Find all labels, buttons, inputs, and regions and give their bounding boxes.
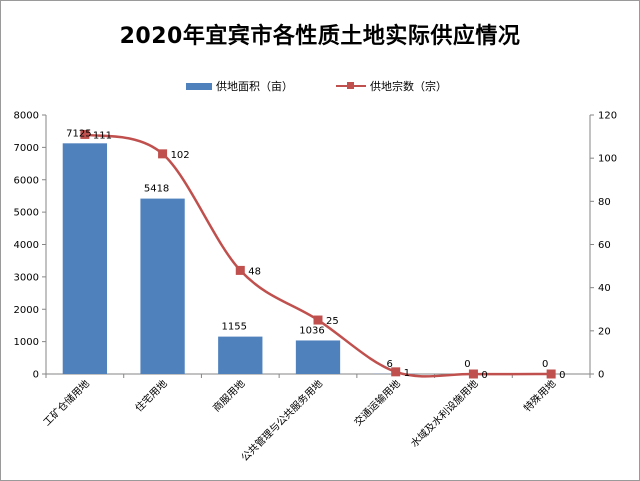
line-marker: [235, 265, 245, 275]
left-axis-tick-label: 1000: [14, 337, 39, 348]
left-axis-tick-label: 3000: [14, 272, 39, 283]
legend-line-swatch: [336, 81, 366, 91]
right-axis-tick-label: 120: [598, 111, 617, 122]
line-data-label: 0: [481, 370, 487, 381]
right-axis-tick-label: 80: [598, 197, 611, 208]
legend-line-label: 供地宗数（宗）: [370, 80, 447, 93]
line-marker: [313, 315, 323, 325]
right-axis-tick-label: 40: [598, 283, 611, 294]
legend-item-bar: 供地面积（亩）: [186, 78, 293, 94]
line-data-label: 1: [404, 368, 410, 379]
line-data-label: 0: [559, 370, 565, 381]
left-axis-tick-label: 0: [33, 370, 39, 381]
line-data-label: 102: [171, 150, 190, 161]
bar-data-label: 6: [387, 359, 393, 370]
bar-data-label: 7125: [66, 128, 91, 139]
bar-data-label: 1036: [299, 325, 324, 336]
category-label: 住宅用地: [132, 377, 169, 414]
right-axis-tick-label: 60: [598, 240, 611, 251]
bar-data-label: 5418: [144, 184, 169, 195]
line-marker: [468, 369, 478, 379]
category-label: 公共管理与公共服务用地: [238, 377, 325, 464]
bar: [140, 198, 185, 374]
line-marker: [158, 149, 168, 159]
left-axis-tick-label: 2000: [14, 305, 39, 316]
line-marker: [391, 367, 401, 377]
left-axis-tick-label: 4000: [14, 240, 39, 251]
category-label: 商服用地: [210, 377, 247, 414]
category-label: 水域及水利设施用地: [408, 377, 481, 450]
line-data-label: 48: [248, 266, 261, 277]
bar-data-label: 0: [464, 359, 470, 370]
right-axis-tick-label: 0: [598, 370, 604, 381]
chart-title: 2020年宜宾市各性质土地实际供应情况: [119, 24, 521, 49]
line-data-label: 111: [93, 130, 112, 141]
legend-bar-label: 供地面积（亩）: [216, 80, 293, 93]
legend-bar-swatch: [186, 82, 212, 90]
left-axis-tick-label: 6000: [14, 175, 39, 186]
bar-data-label: 1155: [222, 322, 247, 333]
left-axis-tick-label: 7000: [14, 143, 39, 154]
category-label: 特殊用地: [521, 377, 558, 414]
left-axis-tick-label: 8000: [14, 111, 39, 122]
bar: [295, 340, 341, 374]
category-label: 交通运输用地: [351, 377, 403, 429]
line-marker: [546, 369, 556, 379]
category-label: 工矿仓储用地: [40, 377, 92, 429]
bar-data-label: 0: [542, 359, 548, 370]
line-data-label: 25: [326, 316, 339, 327]
legend-item-line: 供地宗数（宗）: [336, 78, 447, 94]
bar: [62, 143, 108, 374]
line-marker: [80, 129, 90, 139]
right-axis-tick-label: 100: [598, 154, 617, 165]
bar: [218, 336, 263, 374]
right-axis-tick-label: 20: [598, 326, 611, 337]
left-axis-tick-label: 5000: [14, 208, 39, 219]
